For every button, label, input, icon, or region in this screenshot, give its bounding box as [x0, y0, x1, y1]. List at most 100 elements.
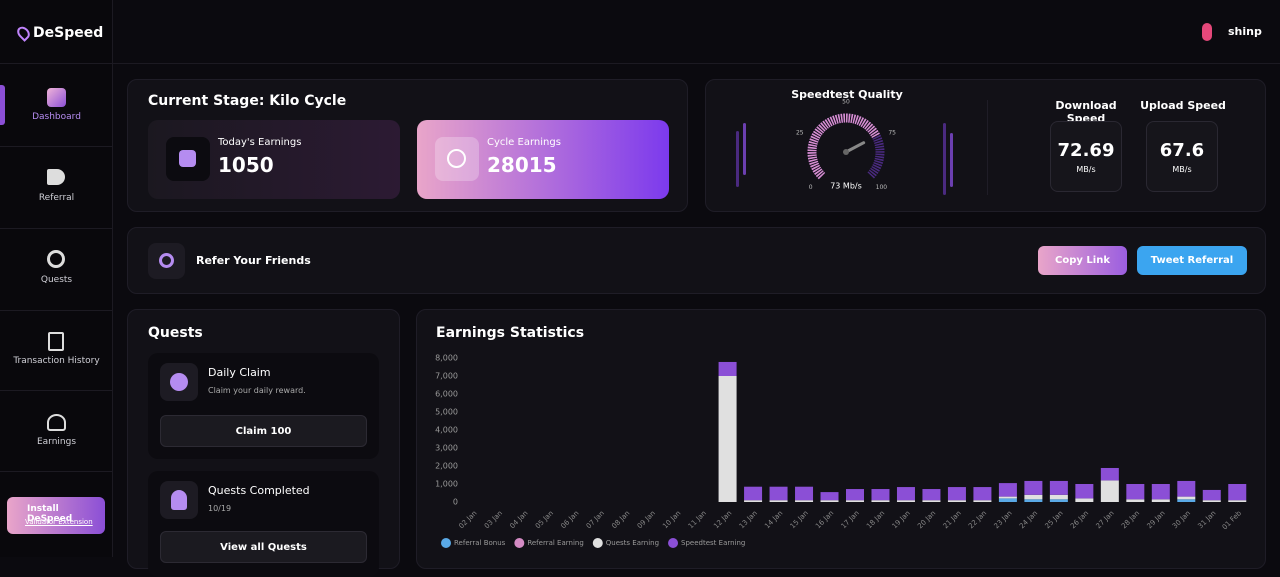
claim-button[interactable]: Claim 100: [160, 415, 367, 447]
bar-segment: [1126, 484, 1145, 500]
bar-segment: [922, 489, 941, 501]
legend-marker: [668, 538, 679, 548]
bar-segment: [744, 500, 763, 502]
bar-segment: [795, 500, 814, 502]
quests-icon: [47, 250, 65, 268]
daily-box: Daily Claim Claim your daily reward. Cla…: [148, 353, 379, 459]
legend-marker: [592, 538, 603, 548]
today-value: 1050: [218, 153, 274, 177]
completed-progress: 10/19: [208, 504, 232, 513]
y-tick-label: 4,000: [435, 426, 458, 435]
bar-segment: [1075, 484, 1094, 499]
stage-title: Current Stage: Kilo Cycle: [148, 93, 347, 109]
refer-icon-box: [148, 243, 185, 279]
gauge-tick-label: 0: [809, 184, 813, 191]
gauge-needle: [844, 141, 866, 154]
stage-card: Current Stage: Kilo Cycle Today's Earnin…: [127, 79, 688, 212]
bar-segment: [1202, 489, 1221, 501]
download-unit: MB/s: [1076, 165, 1096, 174]
bar-segment: [1049, 480, 1068, 495]
install-button[interactable]: Install DeSpeed Validator Extension: [7, 497, 105, 534]
nav-item[interactable]: Earnings: [36, 437, 77, 447]
x-tick-label: 16 Jan: [814, 509, 835, 530]
button-label: Claim 100: [235, 425, 292, 437]
bar-segment: [1024, 480, 1043, 495]
nav-item[interactable]: Quests: [40, 275, 73, 285]
nav-item[interactable]: Transaction History: [13, 356, 100, 366]
bar-segment: [1228, 484, 1247, 501]
y-tick-label: 1,000: [435, 480, 458, 489]
logo-border: [0, 63, 113, 64]
divider: [0, 310, 113, 311]
bar-segment: [947, 500, 966, 502]
bar-segment: [896, 487, 915, 501]
y-tick-label: 2,000: [435, 462, 458, 471]
divider: [0, 228, 113, 229]
y-tick-label: 8,000: [435, 354, 458, 363]
bar-segment: [1177, 480, 1196, 497]
nav-item[interactable]: Dashboard: [32, 112, 81, 122]
username[interactable]: shinp: [1228, 25, 1262, 38]
legend-marker: [514, 538, 525, 548]
logo[interactable]: DeSpeed: [33, 25, 104, 41]
x-tick-label: 06 Jan: [559, 509, 580, 530]
bar-segment: [947, 487, 966, 501]
divider: [987, 100, 988, 195]
speedtest-title: Speedtest Quality: [791, 88, 903, 101]
y-tick-label: 0: [453, 498, 458, 507]
x-tick-label: 11 Jan: [687, 509, 708, 530]
x-tick-label: 13 Jan: [738, 509, 759, 530]
refer-card: Refer Your Friends Copy Link Tweet Refer…: [127, 227, 1266, 294]
copy-link-button[interactable]: Copy Link: [1038, 246, 1127, 275]
gauge: 0 25 50 75 100 73 Mb/s: [736, 99, 953, 195]
x-tick-label: 01 Feb: [1221, 509, 1244, 532]
bar-segment: [1151, 484, 1170, 500]
bar-segment: [1024, 494, 1043, 500]
decor-bar: [943, 123, 946, 195]
quests-title: Quests: [148, 325, 203, 341]
bar-segment: [922, 500, 941, 502]
x-tick-label: 19 Jan: [891, 509, 912, 530]
earnings-card: [416, 309, 1266, 569]
x-tick-label: 25 Jan: [1044, 509, 1065, 530]
bar-segment: [1049, 494, 1068, 500]
upload-unit: MB/s: [1172, 165, 1192, 174]
decor-bar: [736, 131, 739, 187]
check-icon: [447, 149, 466, 168]
bar-segment: [1049, 499, 1068, 502]
gauge-value-label: 73 Mb/s: [830, 182, 862, 191]
check-icon: [170, 373, 188, 391]
avatar[interactable]: [1202, 23, 1212, 41]
bar-segment: [1202, 500, 1221, 502]
bar-segment: [973, 500, 992, 502]
history-icon: [48, 332, 64, 351]
gauge-tick-label: 25: [796, 129, 804, 136]
x-tick-label: 14 Jan: [763, 509, 784, 530]
nav-item[interactable]: Referral: [38, 193, 75, 203]
legend-label: Speedtest Earning: [681, 539, 745, 547]
tweet-button[interactable]: Tweet Referral: [1137, 246, 1247, 275]
x-tick-label: 28 Jan: [1120, 509, 1141, 530]
x-tick-label: 02 Jan: [457, 509, 478, 530]
bar-segment: [1151, 499, 1170, 502]
today-icon-box: [166, 137, 210, 181]
daily-icon-box: [160, 363, 198, 401]
download-value: 72.69: [1057, 140, 1115, 161]
x-tick-label: 23 Jan: [993, 509, 1014, 530]
gauge-tick-label: 100: [876, 184, 888, 191]
y-tick-label: 6,000: [435, 390, 458, 399]
bar-segment: [1100, 467, 1119, 481]
bar-segment: [998, 498, 1017, 502]
legend-marker: [441, 538, 451, 548]
upload-label: Upload Speed: [1140, 99, 1226, 112]
install-title: Install DeSpeed: [27, 504, 73, 524]
x-tick-label: 09 Jan: [636, 509, 657, 530]
legend-label: Referral Earning: [527, 539, 583, 547]
speed-card: Speedtest Quality Download Speed 72.69 M…: [705, 79, 1266, 212]
earnings-icon: [47, 414, 66, 431]
bar-segment: [1075, 498, 1094, 502]
button-label: View all Quests: [220, 541, 307, 553]
bar-segment: [1126, 499, 1145, 502]
today-label: Today's Earnings: [218, 137, 302, 148]
x-tick-label: 21 Jan: [942, 509, 963, 530]
